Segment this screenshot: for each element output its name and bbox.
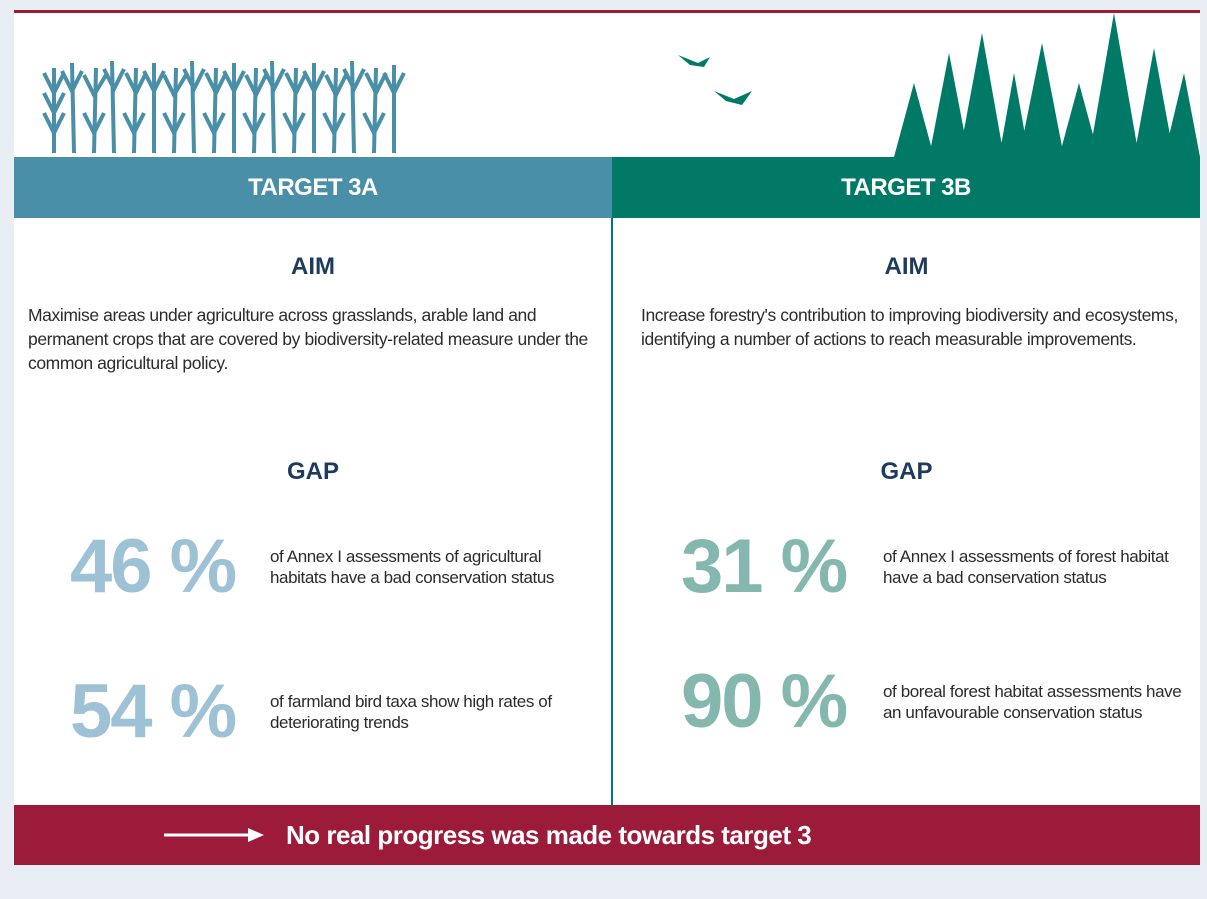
conclusion-text: No real progress was made towards target… xyxy=(286,819,812,850)
aim-heading: AIM xyxy=(884,253,929,280)
stat-value: 90 % xyxy=(681,659,848,744)
top-rule xyxy=(14,10,1200,13)
stat-text: of Annex I assessments of forest habitat… xyxy=(883,546,1169,587)
divider xyxy=(611,218,613,805)
gap-heading: GAP xyxy=(286,458,339,485)
aim-heading: AIM xyxy=(291,253,335,280)
trees xyxy=(894,13,1200,157)
aim-text: Maximise areas under agriculture across … xyxy=(28,305,588,373)
birds xyxy=(678,55,752,105)
column-3b: AIM Increase forestry's contribution to … xyxy=(613,218,1200,805)
target-3a-header: TARGET 3A xyxy=(14,157,612,218)
arrow xyxy=(164,828,264,842)
conclusion-banner: No real progress was made towards target… xyxy=(14,805,1200,865)
gap-heading: GAP xyxy=(880,458,933,485)
stat: 31 % of Annex I assessments of forest ha… xyxy=(613,523,1183,610)
stat-text: of boreal forest habitat assessments hav… xyxy=(883,681,1182,722)
wheat xyxy=(42,60,406,154)
stat-value: 54 % xyxy=(70,669,237,754)
stat-text: of farmland bird taxa show high rates of… xyxy=(270,691,552,732)
illustration xyxy=(42,13,1200,157)
stat: 46 % of Annex I assessments of agricultu… xyxy=(14,523,570,610)
stat-value: 31 % xyxy=(681,524,848,609)
aim-text: Increase forestry's contribution to impr… xyxy=(641,305,1178,349)
stat: 54 % of farmland bird taxa show high rat… xyxy=(14,668,570,755)
stat-value: 46 % xyxy=(70,524,237,609)
stat: 90 % of boreal forest habitat assessment… xyxy=(613,658,1183,745)
column-3a: AIM Maximise areas under agriculture acr… xyxy=(14,218,612,805)
target-3b-header: TARGET 3B xyxy=(612,157,1200,218)
stat-text: of Annex I assessments of agricultural h… xyxy=(270,546,554,587)
